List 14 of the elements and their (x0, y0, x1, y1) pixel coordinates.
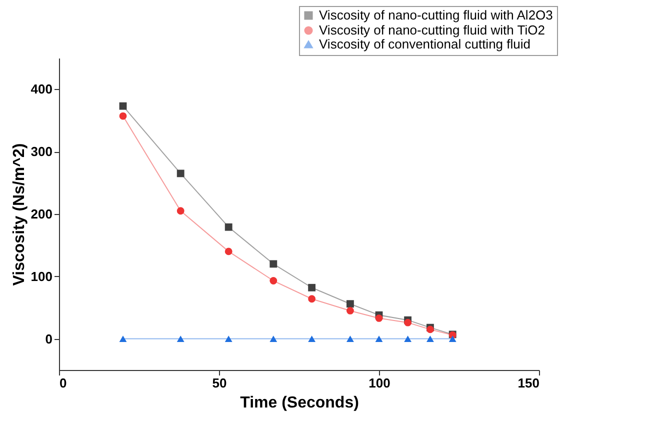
x-tick-label: 0 (60, 376, 67, 390)
y-tick-label: 100 (30, 268, 52, 284)
x-tick-label: 50 (212, 376, 227, 390)
legend-label: Viscosity of nano-cutting fluid with Al2O3 (319, 8, 553, 22)
x-tick-label: 100 (368, 376, 390, 390)
x-axis-title: Time (Seconds) (240, 394, 359, 412)
legend-label: Viscosity of nano-cutting fluid with TiO2 (319, 22, 545, 38)
y-tick-label: 400 (30, 82, 52, 97)
y-tick-label: 300 (30, 144, 52, 160)
x-tick-label: 150 (518, 376, 540, 390)
y-tick-label: 200 (30, 206, 52, 222)
legend-label: Viscosity of conventional cutting fluid (319, 36, 530, 52)
y-axis-title: Viscosity (Ns/m^2) (10, 143, 28, 286)
y-tick-label: 0 (45, 331, 52, 346)
